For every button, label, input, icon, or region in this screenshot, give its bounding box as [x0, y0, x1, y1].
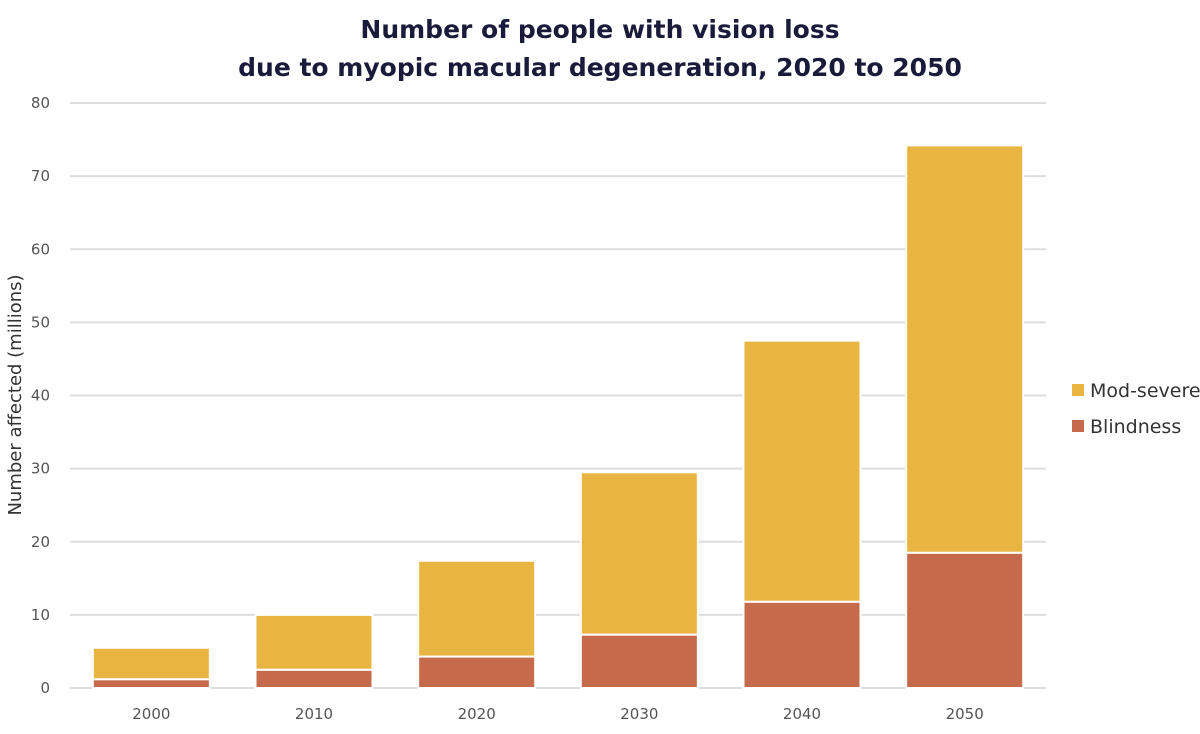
x-tick-labels: 2000 2010 2020 2030 2040 2050 [132, 705, 984, 723]
legend-label: Mod-severe [1090, 380, 1200, 402]
y-tick-label: 70 [31, 167, 50, 185]
x-tick-label: 2000 [132, 705, 170, 723]
legend-label: Blindness [1090, 416, 1181, 438]
y-tick-label: 20 [31, 533, 50, 551]
x-tick-label: 2050 [946, 705, 984, 723]
bar-layer [91, 144, 1025, 690]
bar-blindness-2050 [905, 551, 1025, 689]
legend-swatch-blindness [1072, 420, 1084, 432]
y-tick-label: 80 [31, 94, 50, 112]
bar-mod-severe-2030 [579, 471, 699, 636]
x-tick-label: 2010 [295, 705, 333, 723]
bar-blindness-2030 [579, 633, 699, 690]
y-tick-labels: 0 10 20 30 40 50 60 70 80 [31, 94, 50, 697]
chart-title: Number of people with vision loss [360, 15, 839, 44]
y-axis-label: Number affected (millions) [5, 274, 26, 515]
y-tick-label: 30 [31, 460, 50, 478]
bar-mod-severe-2010 [254, 613, 374, 671]
bar-mod-severe-2040 [742, 339, 862, 603]
y-tick-label: 0 [40, 679, 50, 697]
x-tick-label: 2020 [458, 705, 496, 723]
bar-blindness-2040 [742, 600, 862, 690]
bar-blindness-2020 [417, 655, 537, 690]
chart-subtitle: due to myopic macular degeneration, 2020… [238, 53, 962, 82]
bar-mod-severe-2050 [905, 144, 1025, 554]
bar-blindness-2010 [254, 668, 374, 689]
legend-swatch-mod-severe [1072, 384, 1084, 396]
y-tick-label: 40 [31, 387, 50, 405]
grid-layer [70, 102, 1046, 689]
x-tick-label: 2040 [783, 705, 821, 723]
legend: Mod-severe Blindness [1072, 380, 1200, 438]
bar-mod-severe-2020 [417, 559, 537, 658]
y-tick-label: 60 [31, 240, 50, 258]
x-tick-label: 2030 [620, 705, 658, 723]
bar-mod-severe-2000 [91, 646, 211, 681]
y-tick-label: 50 [31, 313, 50, 331]
bar-blindness-2000 [91, 678, 211, 689]
y-tick-label: 10 [31, 606, 50, 624]
